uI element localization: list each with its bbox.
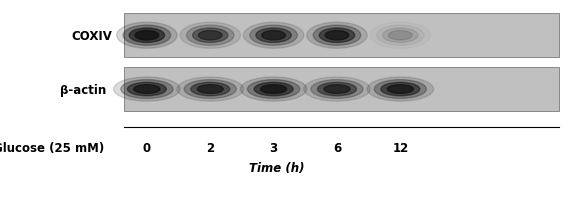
Ellipse shape <box>387 85 414 94</box>
Bar <box>124 14 559 58</box>
Ellipse shape <box>121 80 173 99</box>
Ellipse shape <box>250 26 297 46</box>
Text: β-actin: β-actin <box>60 83 107 96</box>
Text: Glucose (25 mM): Glucose (25 mM) <box>0 141 105 154</box>
Ellipse shape <box>113 78 180 102</box>
Ellipse shape <box>254 83 293 96</box>
Ellipse shape <box>116 23 177 49</box>
Ellipse shape <box>367 78 434 102</box>
Ellipse shape <box>381 83 420 96</box>
Ellipse shape <box>184 80 236 99</box>
Text: 12: 12 <box>392 141 408 154</box>
Ellipse shape <box>324 85 350 94</box>
Ellipse shape <box>191 83 230 96</box>
Ellipse shape <box>187 26 234 46</box>
Ellipse shape <box>313 26 361 46</box>
Ellipse shape <box>123 26 170 46</box>
Text: Time (h): Time (h) <box>249 162 304 174</box>
Text: 6: 6 <box>333 141 341 154</box>
Ellipse shape <box>306 23 367 49</box>
Text: 2: 2 <box>206 141 214 154</box>
Bar <box>124 68 559 111</box>
Ellipse shape <box>374 80 426 99</box>
Ellipse shape <box>248 80 300 99</box>
Ellipse shape <box>243 23 304 49</box>
Text: 3: 3 <box>270 141 278 154</box>
Ellipse shape <box>240 78 307 102</box>
Ellipse shape <box>317 83 357 96</box>
Ellipse shape <box>180 23 241 49</box>
Ellipse shape <box>325 31 349 41</box>
Ellipse shape <box>177 78 244 102</box>
Ellipse shape <box>388 31 412 41</box>
Ellipse shape <box>304 78 370 102</box>
Ellipse shape <box>135 31 159 41</box>
Ellipse shape <box>260 85 287 94</box>
Ellipse shape <box>192 29 228 43</box>
Ellipse shape <box>377 26 424 46</box>
Ellipse shape <box>319 29 355 43</box>
Ellipse shape <box>311 80 363 99</box>
Text: 0: 0 <box>143 141 151 154</box>
Ellipse shape <box>127 83 166 96</box>
Ellipse shape <box>256 29 291 43</box>
Ellipse shape <box>262 31 286 41</box>
Ellipse shape <box>129 29 165 43</box>
Ellipse shape <box>197 85 223 94</box>
Ellipse shape <box>382 29 418 43</box>
Ellipse shape <box>198 31 222 41</box>
Ellipse shape <box>134 85 160 94</box>
Text: COXIV: COXIV <box>71 30 112 42</box>
